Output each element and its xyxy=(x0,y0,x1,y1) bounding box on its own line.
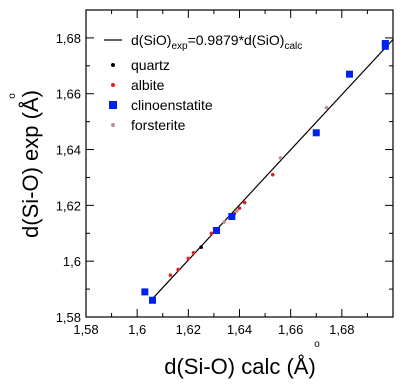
y-tick-label: 1,58 xyxy=(56,310,81,325)
legend-forsterite-marker xyxy=(111,123,115,127)
x-axis-angstrom-ring: o xyxy=(314,339,320,350)
forsterite-point xyxy=(324,105,329,110)
legend-fit-line-label: d(SiO)exp=0.9879*d(SiO)calc xyxy=(131,32,302,52)
x-tick-label: 1,6 xyxy=(128,322,146,337)
y-tick-label: 1,62 xyxy=(56,198,81,213)
forsterite-point xyxy=(278,156,283,160)
x-tick-label: 1,68 xyxy=(329,322,354,337)
clinoenstatite-point xyxy=(212,226,220,234)
clinoenstatite-point xyxy=(141,288,149,296)
fit-line xyxy=(149,39,394,302)
x-axis-title: d(Si-O) calc (Å) xyxy=(164,354,316,379)
legend-fit-base1: d(SiO) xyxy=(131,32,171,48)
legend-albite-marker xyxy=(111,83,115,87)
legend-fit-mid: =0.9879*d(SiO) xyxy=(188,32,285,48)
albite-point xyxy=(270,172,275,177)
albite-point xyxy=(209,231,214,236)
x-tick-label: 1,58 xyxy=(73,322,98,337)
albite-point xyxy=(176,267,180,272)
legend-quartz-marker xyxy=(111,63,115,67)
clinoenstatite-point xyxy=(381,39,389,47)
y-tick-label: 1,6 xyxy=(63,254,81,269)
clinoenstatite-point xyxy=(228,213,236,221)
forsterite-point xyxy=(222,220,226,224)
legend-quartz-label: quartz xyxy=(131,57,170,73)
fit-line-layer xyxy=(149,39,394,302)
albite-point xyxy=(186,256,191,261)
x-axis-ticks: 1,58 1,6 1,62 1,64 1,66 1,68 xyxy=(73,10,368,337)
legend-forsterite-label: forsterite xyxy=(131,117,186,133)
legend: d(SiO)exp=0.9879*d(SiO)calc quartz albite… xyxy=(104,32,302,133)
y-axis-ticks: 1,58 1,6 1,62 1,64 1,66 1,68 xyxy=(56,31,393,325)
legend-fit-sub2: calc xyxy=(284,41,302,52)
albite-point xyxy=(191,251,196,255)
clinoenstatite-point xyxy=(346,70,354,78)
legend-clinoenstatite-label: clinoenstatite xyxy=(131,97,213,113)
x-tick-label: 1,66 xyxy=(278,322,303,337)
y-axis-title: d(Si-O) exp (Å) xyxy=(18,90,43,238)
y-tick-label: 1,64 xyxy=(56,143,81,158)
legend-clinoenstatite-marker xyxy=(109,101,117,109)
y-tick-label: 1,66 xyxy=(56,87,81,102)
legend-series-entries: quartz albite clinoenstatite forsterite xyxy=(109,57,213,133)
legend-fit-sub1: exp xyxy=(171,41,188,52)
albite-point xyxy=(168,273,173,277)
x-tick-label: 1,64 xyxy=(227,322,252,337)
albite-point xyxy=(237,206,242,210)
y-axis-angstrom-ring: o xyxy=(7,93,18,99)
data-points-layer xyxy=(141,39,389,304)
x-tick-label: 1,62 xyxy=(176,322,201,337)
forsterite-point xyxy=(235,209,239,213)
legend-albite-label: albite xyxy=(131,77,165,93)
albite-point xyxy=(242,200,247,205)
clinoenstatite-point xyxy=(149,296,157,304)
y-tick-label: 1,68 xyxy=(56,31,81,46)
clinoenstatite-point xyxy=(312,129,320,137)
quartz-point xyxy=(199,245,203,250)
